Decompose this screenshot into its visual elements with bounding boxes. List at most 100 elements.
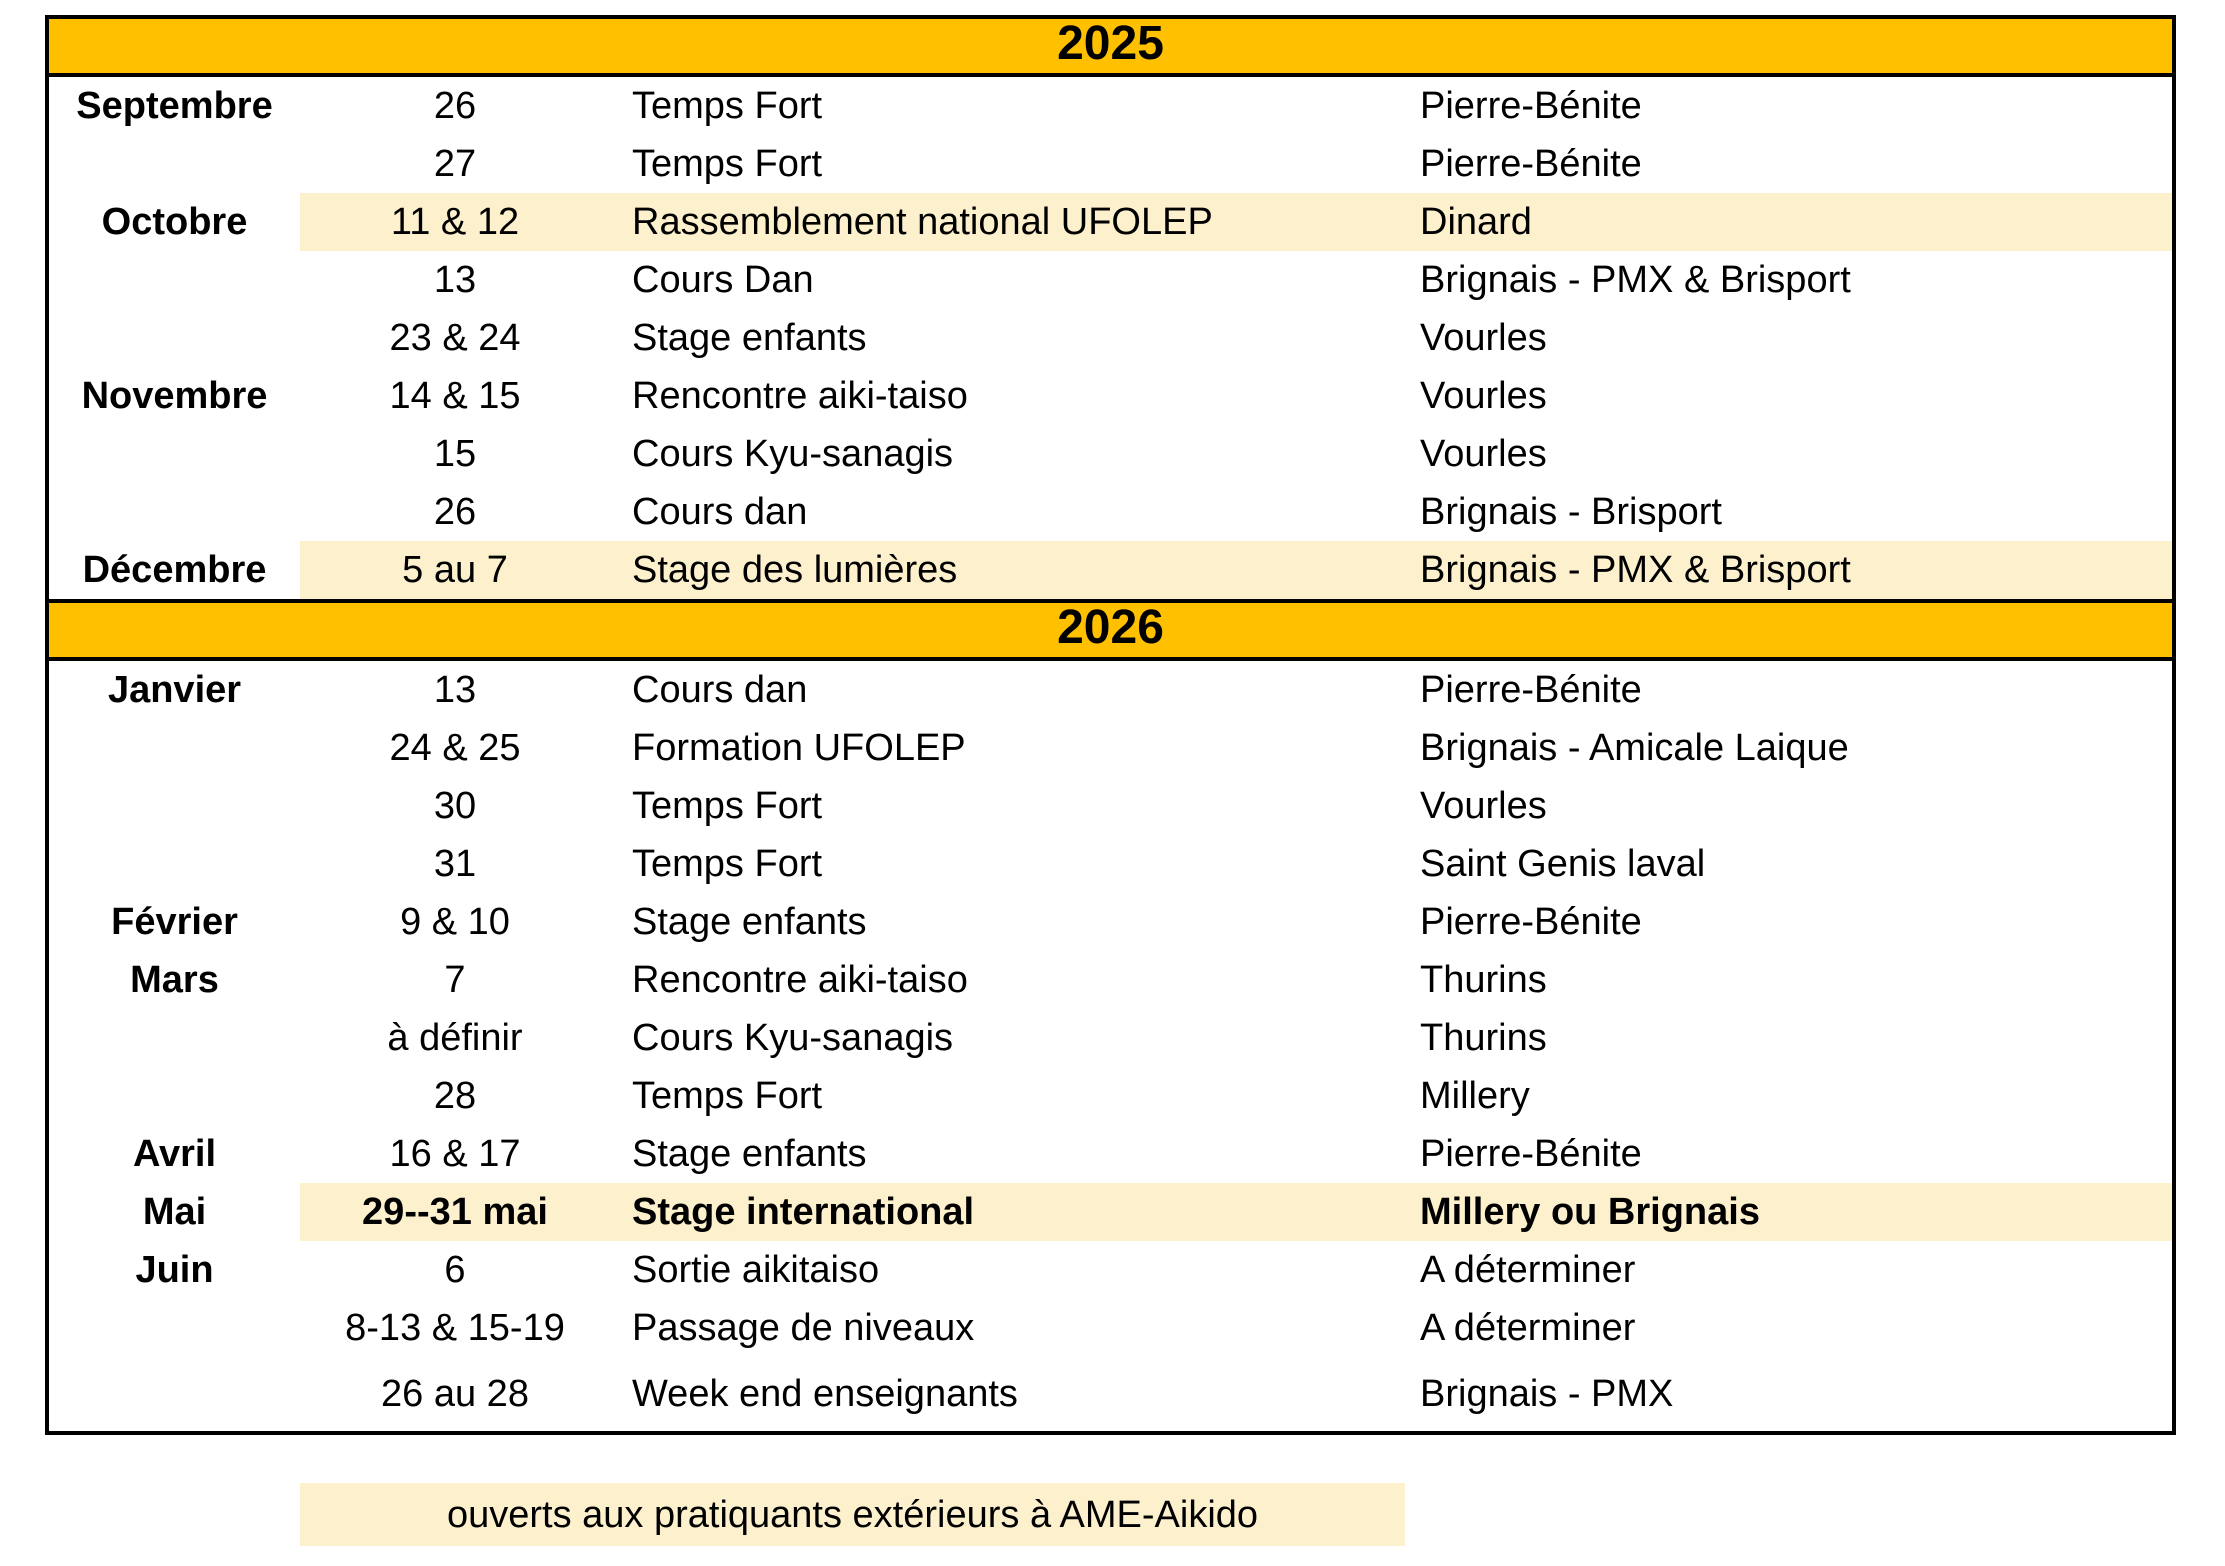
row-band: 27 Temps Fort Pierre-Bénite: [300, 135, 2172, 193]
event-cell: Rencontre aiki-taiso: [632, 375, 968, 417]
row-band: 8-13 & 15-19 Passage de niveaux A déterm…: [300, 1299, 2172, 1357]
row-band: 11 & 12 Rassemblement national UFOLEP Di…: [300, 193, 2172, 251]
event-cell: Temps Fort: [632, 843, 823, 885]
row-band: 15 Cours Kyu-sanagis Vourles: [300, 425, 2172, 483]
event-cell: Week end enseignants: [632, 1373, 1018, 1415]
event-cell: Temps Fort: [632, 85, 823, 127]
event-cell: Cours Kyu-sanagis: [632, 1017, 954, 1059]
location-cell: Pierre-Bénite: [1420, 143, 1642, 185]
table-row: Mai 29--31 mai Stage international Mille…: [49, 1183, 2172, 1241]
date-cell: 29--31 mai: [362, 1191, 548, 1233]
row-band: 6 Sortie aikitaiso A déterminer: [300, 1241, 2172, 1299]
row-band: 14 & 15 Rencontre aiki-taiso Vourles: [300, 367, 2172, 425]
event-cell: Cours dan: [632, 491, 808, 533]
location-cell: Brignais - PMX & Brisport: [1420, 549, 1851, 591]
month-cell: Mars: [130, 959, 219, 1001]
month-cell: [49, 425, 300, 483]
date-cell: 5 au 7: [402, 549, 508, 591]
event-cell: Temps Fort: [632, 143, 823, 185]
month-cell: [49, 1067, 300, 1125]
date-cell: 7: [444, 959, 466, 1001]
month-cell: [49, 835, 300, 893]
location-cell: Dinard: [1420, 201, 1532, 243]
month-cell: Décembre: [82, 549, 267, 591]
date-cell: 14 & 15: [389, 375, 521, 417]
date-cell: 26 au 28: [381, 1373, 529, 1415]
event-cell: Rencontre aiki-taiso: [632, 959, 968, 1001]
location-cell: Pierre-Bénite: [1420, 669, 1642, 711]
row-band: 30 Temps Fort Vourles: [300, 777, 2172, 835]
table-row: 23 & 24 Stage enfants Vourles: [49, 309, 2172, 367]
event-cell: Stage enfants: [632, 317, 867, 359]
row-band: à définir Cours Kyu-sanagis Thurins: [300, 1009, 2172, 1067]
month-cell: Juin: [135, 1249, 214, 1291]
row-band: 24 & 25 Formation UFOLEP Brignais - Amic…: [300, 719, 2172, 777]
date-cell: 26: [433, 85, 477, 127]
year-header-bar: 2026: [49, 599, 2172, 661]
month-cell: Octobre: [101, 201, 248, 243]
location-cell: Vourles: [1420, 785, 1547, 827]
location-cell: Pierre-Bénite: [1420, 85, 1642, 127]
location-cell: Saint Genis laval: [1420, 843, 1706, 885]
event-cell: Cours Kyu-sanagis: [632, 433, 954, 475]
date-cell: 24 & 25: [389, 727, 521, 769]
row-band: 5 au 7 Stage des lumières Brignais - PMX…: [300, 541, 2172, 599]
event-cell: Passage de niveaux: [632, 1307, 975, 1349]
calendar-table: 2025 Septembre 26 Temps Fort Pierre-Béni…: [45, 15, 2176, 1435]
event-cell: Cours Dan: [632, 259, 814, 301]
date-cell: 8-13 & 15-19: [345, 1307, 565, 1349]
table-row: 13 Cours Dan Brignais - PMX & Brisport: [49, 251, 2172, 309]
month-cell: Février: [111, 901, 238, 943]
month-cell: Avril: [132, 1133, 217, 1175]
row-band: 31 Temps Fort Saint Genis laval: [300, 835, 2172, 893]
row-band: 26 Temps Fort Pierre-Bénite: [300, 77, 2172, 135]
table-row: Novembre 14 & 15 Rencontre aiki-taiso Vo…: [49, 367, 2172, 425]
row-band: 29--31 mai Stage international Millery o…: [300, 1183, 2172, 1241]
event-cell: Rassemblement national UFOLEP: [632, 201, 1213, 243]
table-row: Juin 6 Sortie aikitaiso A déterminer: [49, 1241, 2172, 1299]
month-cell: Novembre: [81, 375, 268, 417]
month-cell: [49, 483, 300, 541]
year-label: 2026: [1057, 601, 1164, 654]
location-cell: Millery ou Brignais: [1420, 1191, 1760, 1233]
table-row: Mars 7 Rencontre aiki-taiso Thurins: [49, 951, 2172, 1009]
table-row: Octobre 11 & 12 Rassemblement national U…: [49, 193, 2172, 251]
location-cell: Vourles: [1420, 433, 1547, 475]
event-cell: Temps Fort: [632, 1075, 823, 1117]
date-cell: 15: [433, 433, 477, 475]
date-cell: 27: [433, 143, 477, 185]
table-row: 27 Temps Fort Pierre-Bénite: [49, 135, 2172, 193]
month-cell: [49, 719, 300, 777]
table-row: Février 9 & 10 Stage enfants Pierre-Béni…: [49, 893, 2172, 951]
row-band: 13 Cours dan Pierre-Bénite: [300, 661, 2172, 719]
table-row: Décembre 5 au 7 Stage des lumières Brign…: [49, 541, 2172, 599]
location-cell: Brignais - Amicale Laique: [1420, 727, 1849, 769]
month-cell: [49, 1299, 300, 1357]
table-row: Janvier 13 Cours dan Pierre-Bénite: [49, 661, 2172, 719]
location-cell: Thurins: [1420, 959, 1547, 1001]
location-cell: Pierre-Bénite: [1420, 1133, 1642, 1175]
month-cell: [49, 1357, 300, 1431]
month-cell: [49, 309, 300, 367]
table-row: 24 & 25 Formation UFOLEP Brignais - Amic…: [49, 719, 2172, 777]
event-cell: Stage international: [632, 1191, 975, 1233]
month-cell: [49, 251, 300, 309]
event-cell: Stage enfants: [632, 901, 867, 943]
table-row: à définir Cours Kyu-sanagis Thurins: [49, 1009, 2172, 1067]
month-cell: [49, 1009, 300, 1067]
location-cell: Thurins: [1420, 1017, 1547, 1059]
location-cell: Vourles: [1420, 317, 1547, 359]
date-cell: 28: [433, 1075, 477, 1117]
row-band: 7 Rencontre aiki-taiso Thurins: [300, 951, 2172, 1009]
row-band: 13 Cours Dan Brignais - PMX & Brisport: [300, 251, 2172, 309]
year-header-bar: 2025: [49, 19, 2172, 77]
table-row: 15 Cours Kyu-sanagis Vourles: [49, 425, 2172, 483]
table-row: 26 au 28 Week end enseignants Brignais -…: [49, 1357, 2172, 1431]
location-cell: Brignais - PMX: [1420, 1373, 1674, 1415]
location-cell: A déterminer: [1420, 1249, 1636, 1291]
date-cell: 6: [444, 1249, 466, 1291]
event-cell: Cours dan: [632, 669, 808, 711]
location-cell: Brignais - PMX & Brisport: [1420, 259, 1851, 301]
month-cell: Mai: [142, 1191, 207, 1233]
